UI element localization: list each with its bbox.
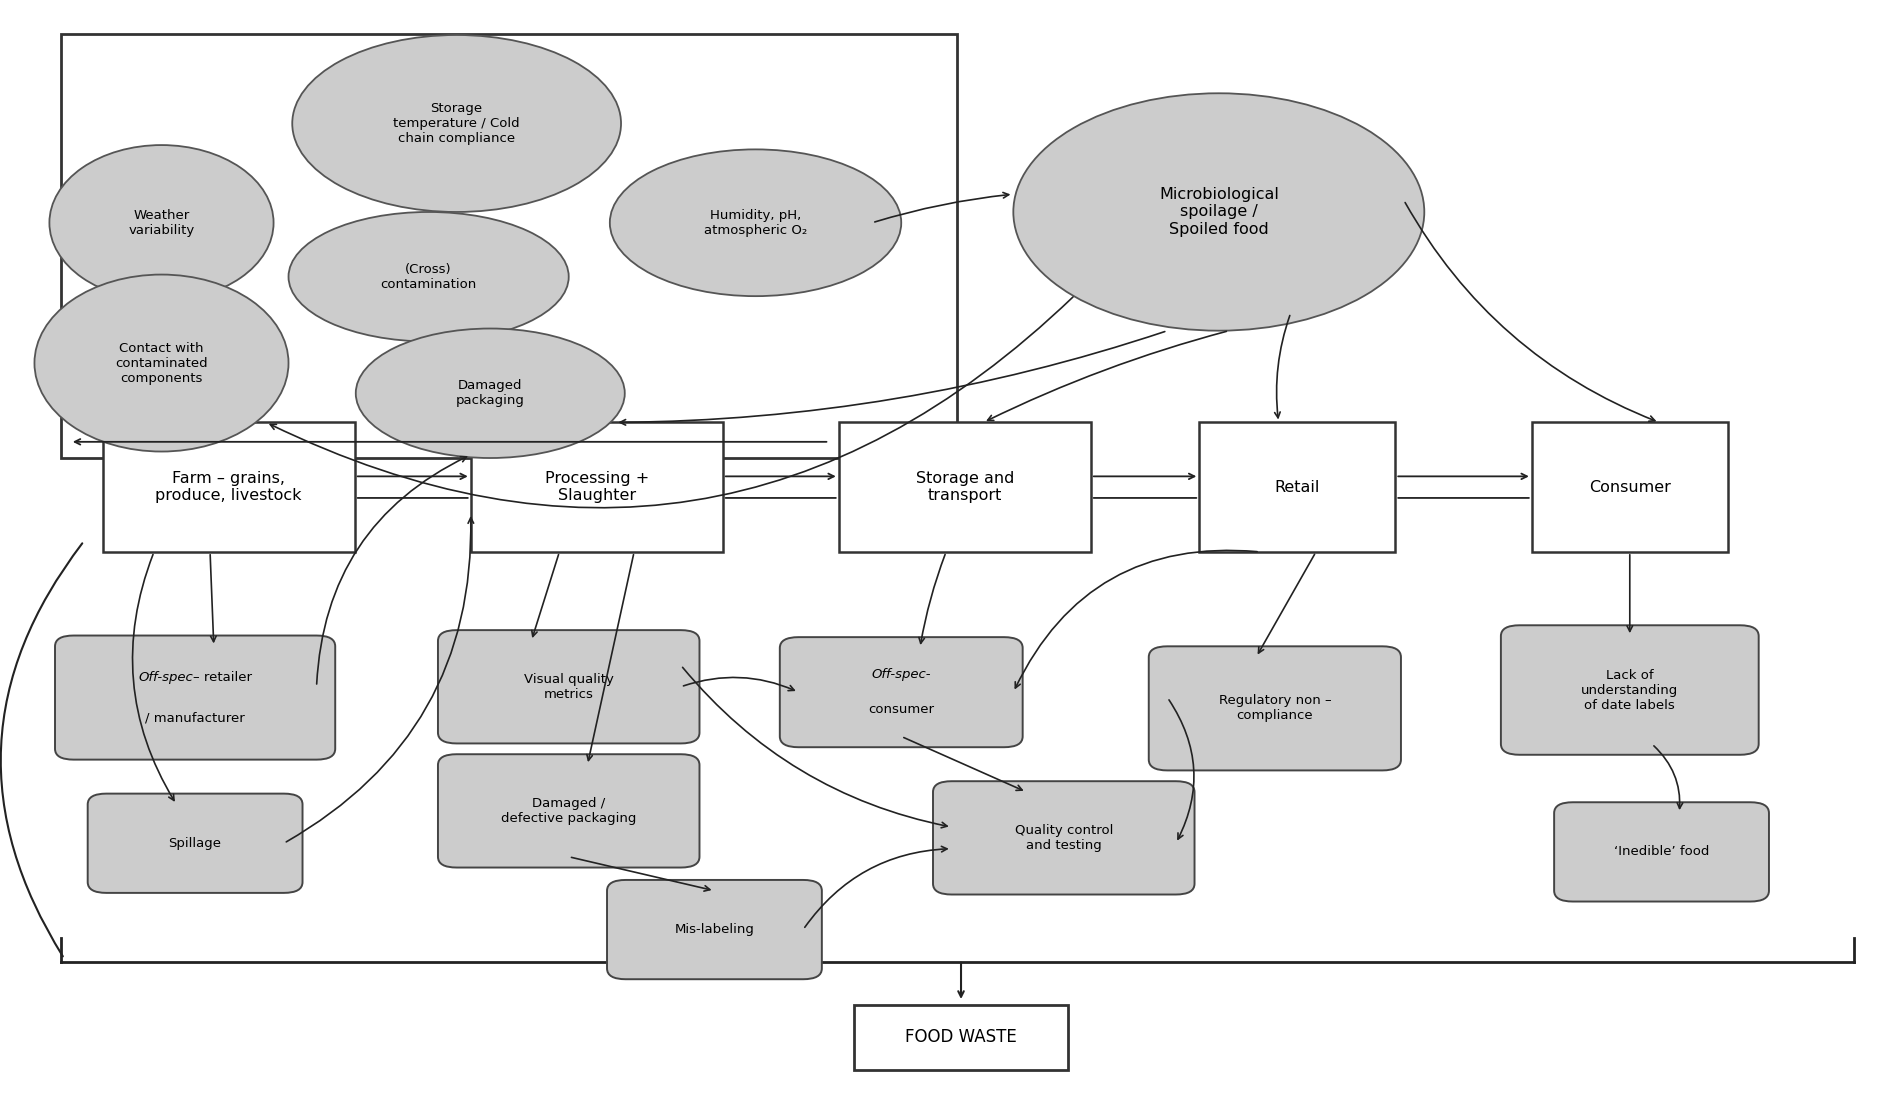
Text: Processing +
Slaughter: Processing + Slaughter xyxy=(544,471,649,504)
FancyBboxPatch shape xyxy=(1198,422,1396,552)
Ellipse shape xyxy=(611,150,902,296)
Text: Weather
variability: Weather variability xyxy=(127,209,194,237)
FancyBboxPatch shape xyxy=(87,794,302,893)
FancyBboxPatch shape xyxy=(1531,422,1727,552)
Text: Regulatory non –
compliance: Regulatory non – compliance xyxy=(1219,694,1331,722)
Text: Consumer: Consumer xyxy=(1588,480,1670,495)
FancyBboxPatch shape xyxy=(1149,646,1402,771)
Ellipse shape xyxy=(356,329,624,458)
FancyBboxPatch shape xyxy=(854,1006,1069,1070)
Ellipse shape xyxy=(49,145,274,301)
FancyBboxPatch shape xyxy=(61,34,957,458)
Text: consumer: consumer xyxy=(867,704,934,716)
Ellipse shape xyxy=(289,212,569,341)
Text: Spillage: Spillage xyxy=(169,837,223,849)
Ellipse shape xyxy=(293,35,622,212)
Text: Visual quality
metrics: Visual quality metrics xyxy=(523,673,614,701)
Text: FOOD WASTE: FOOD WASTE xyxy=(905,1029,1018,1046)
Ellipse shape xyxy=(34,274,289,451)
FancyBboxPatch shape xyxy=(1554,802,1769,902)
Text: Farm – grains,
produce, livestock: Farm – grains, produce, livestock xyxy=(156,471,302,504)
Text: Storage and
transport: Storage and transport xyxy=(915,471,1014,504)
FancyBboxPatch shape xyxy=(839,422,1092,552)
Text: Microbiological
spoilage /
Spoiled food: Microbiological spoilage / Spoiled food xyxy=(1158,187,1278,237)
Ellipse shape xyxy=(1014,93,1425,331)
FancyBboxPatch shape xyxy=(1501,625,1759,755)
Text: Mis-labeling: Mis-labeling xyxy=(675,924,755,936)
Text: Damaged
packaging: Damaged packaging xyxy=(456,379,525,408)
Text: – retailer: – retailer xyxy=(194,671,253,683)
Text: / manufacturer: / manufacturer xyxy=(145,712,245,725)
Text: Contact with
contaminated
components: Contact with contaminated components xyxy=(116,341,207,385)
Text: Lack of
understanding
of date labels: Lack of understanding of date labels xyxy=(1581,669,1678,712)
Text: ‘Inedible’ food: ‘Inedible’ food xyxy=(1615,845,1710,858)
FancyBboxPatch shape xyxy=(607,880,822,979)
Text: Quality control
and testing: Quality control and testing xyxy=(1014,824,1113,851)
FancyBboxPatch shape xyxy=(55,635,335,760)
FancyBboxPatch shape xyxy=(780,637,1023,748)
Text: Storage
temperature / Cold
chain compliance: Storage temperature / Cold chain complia… xyxy=(394,102,519,145)
Text: Damaged /
defective packaging: Damaged / defective packaging xyxy=(500,797,637,825)
Text: Off-spec: Off-spec xyxy=(139,671,194,683)
FancyBboxPatch shape xyxy=(437,631,700,743)
FancyBboxPatch shape xyxy=(934,781,1194,894)
Text: Humidity, pH,
atmospheric O₂: Humidity, pH, atmospheric O₂ xyxy=(704,209,806,237)
Text: Retail: Retail xyxy=(1274,480,1320,495)
FancyBboxPatch shape xyxy=(103,422,356,552)
Text: (Cross)
contamination: (Cross) contamination xyxy=(380,262,477,291)
FancyBboxPatch shape xyxy=(437,754,700,868)
FancyBboxPatch shape xyxy=(470,422,723,552)
Text: Off-spec-: Off-spec- xyxy=(871,668,930,681)
